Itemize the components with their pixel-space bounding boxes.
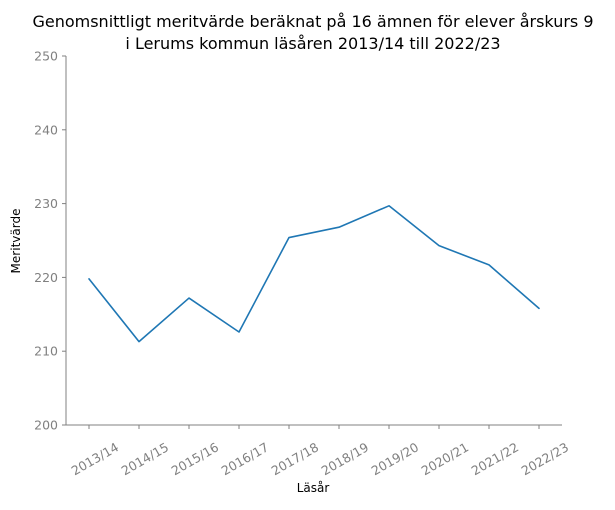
series-line	[89, 206, 539, 342]
chart-subtitle: i Lerums kommun läsåren 2013/14 till 202…	[125, 34, 500, 53]
y-tick-label: 250	[34, 49, 58, 64]
x-tick-label: 2019/20	[369, 439, 422, 478]
x-tick-label: 2020/21	[419, 439, 471, 478]
chart-title: Genomsnittligt meritvärde beräknat på 16…	[32, 12, 593, 31]
y-tick-label: 220	[34, 270, 58, 285]
y-axis-ticks: 200 210 220 230 240 250	[34, 49, 66, 433]
x-tick-label: 2021/22	[469, 439, 521, 478]
x-tick-label: 2018/19	[319, 439, 372, 478]
x-axis-ticks: 2013/142014/152015/162016/172017/182018/…	[69, 425, 571, 478]
y-tick-label: 230	[34, 196, 58, 211]
x-tick-label: 2022/23	[519, 439, 571, 478]
x-tick-label: 2013/14	[69, 439, 122, 478]
series-layer	[89, 206, 539, 342]
y-tick-label: 240	[34, 122, 58, 137]
y-axis-label: Meritvärde	[9, 209, 23, 274]
y-tick-label: 210	[34, 344, 58, 359]
x-tick-label: 2016/17	[219, 439, 271, 478]
x-tick-label: 2017/18	[269, 439, 322, 478]
x-tick-label: 2015/16	[169, 439, 222, 478]
y-tick-label: 200	[34, 418, 58, 433]
x-tick-label: 2014/15	[119, 439, 171, 478]
x-axis-label: Läsår	[297, 481, 330, 495]
